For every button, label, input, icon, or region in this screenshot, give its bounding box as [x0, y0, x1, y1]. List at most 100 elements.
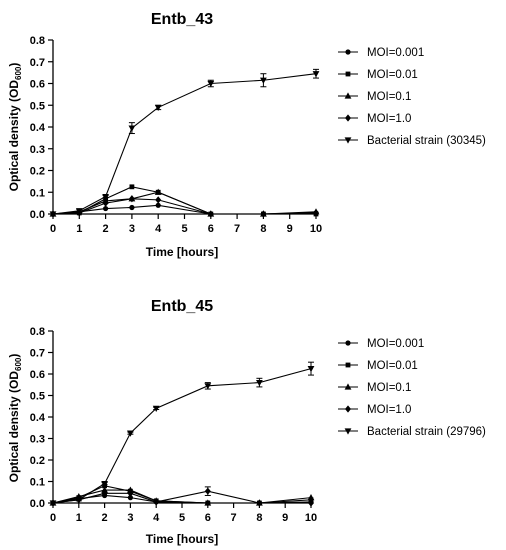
- legend-marker: [344, 428, 352, 435]
- x-tick-label: 5: [181, 223, 187, 235]
- x-tick-label: 3: [129, 223, 135, 235]
- legend-entry: MOI=1.0: [338, 404, 411, 416]
- legend-entry: MOI=0.1: [338, 382, 411, 394]
- data-point: [154, 188, 162, 195]
- legend-label: MOI=0.1: [367, 91, 411, 103]
- data-point: [49, 500, 57, 507]
- x-tick-label: 4: [155, 223, 162, 235]
- data-point: [155, 196, 162, 204]
- legend-entry: MOI=0.001: [338, 47, 424, 59]
- legend-label: MOI=1.0: [367, 113, 411, 125]
- x-tick-label: 6: [208, 223, 214, 235]
- data-point: [101, 489, 108, 497]
- y-tick-label: 0.6: [30, 369, 45, 381]
- legend-label: MOI=0.01: [367, 360, 418, 372]
- legend-entry: Bacterial strain (29796): [338, 426, 486, 438]
- legend: MOI=0.001 MOI=0.01 MOI=0.1 MOI=1.0 Bacterial…: [338, 338, 486, 438]
- data-point: [260, 210, 267, 218]
- legend-label: MOI=0.1: [367, 382, 411, 394]
- x-tick-label: 1: [76, 512, 82, 524]
- data-point: [101, 481, 108, 488]
- y-tick-label: 0.1: [30, 477, 45, 489]
- y-axis-label: Optical density (OD600): [7, 63, 23, 192]
- y-tick-label: 0.0: [30, 209, 45, 221]
- y-tick-label: 0.8: [30, 35, 45, 47]
- legend-marker: [345, 340, 351, 346]
- y-tick-label: 0.1: [30, 187, 45, 199]
- x-tick-label: 8: [256, 512, 262, 524]
- x-tick-label: 5: [179, 512, 185, 524]
- data-point: [127, 489, 134, 497]
- data-point: [127, 486, 134, 493]
- data-point: [153, 498, 160, 506]
- x-tick-label: 10: [310, 223, 322, 235]
- y-tick-label: 0.7: [30, 57, 45, 69]
- series-line: [52, 73, 317, 215]
- data-point: [101, 486, 108, 493]
- legend-label: MOI=0.01: [367, 69, 418, 81]
- legend-entry: Bacterial strain (30345): [338, 135, 486, 147]
- y-tick-label: 0.0: [30, 498, 45, 510]
- data-point: [308, 499, 314, 507]
- data-point: [256, 499, 263, 507]
- data-point: [102, 199, 109, 207]
- series-line: [52, 490, 311, 504]
- data-point: [127, 495, 133, 501]
- data-point: [207, 210, 214, 218]
- series-line: [52, 368, 312, 504]
- series: [49, 68, 320, 218]
- legend-marker: [345, 362, 351, 368]
- legend-marker: [345, 49, 351, 55]
- series-line: [52, 485, 312, 504]
- data-point: [307, 366, 315, 373]
- chart-title: Entb_43: [151, 11, 213, 28]
- x-tick-label: 9: [282, 512, 288, 524]
- data-point: [204, 383, 212, 390]
- data-point: [154, 104, 162, 112]
- data-point: [313, 209, 319, 217]
- x-tick-label: 8: [260, 223, 266, 235]
- x-tick-label: 0: [50, 223, 56, 235]
- y-tick-label: 0.4: [30, 122, 46, 134]
- data-point: [155, 202, 161, 208]
- data-point: [129, 204, 135, 211]
- legend-marker: [345, 114, 351, 122]
- x-tick-label: 2: [102, 512, 108, 524]
- series: [50, 184, 319, 217]
- x-tick-label: 9: [287, 223, 293, 235]
- y-tick-label: 0.2: [30, 455, 45, 467]
- data-point: [312, 71, 320, 78]
- y-tick-label: 0.5: [30, 391, 45, 403]
- legend-entry: MOI=0.1: [338, 91, 411, 103]
- legend-entry: MOI=1.0: [338, 113, 411, 125]
- data-point: [128, 195, 135, 203]
- series-line: [52, 489, 312, 504]
- legend-entry: MOI=0.01: [338, 69, 418, 81]
- x-tick-label: 0: [50, 512, 56, 524]
- legend-label: MOI=0.001: [367, 338, 424, 350]
- legend-entry: MOI=0.001: [338, 338, 424, 350]
- chart-entb-45: Entb_45 Time [hours] Optical density (OD…: [7, 298, 486, 546]
- data-point: [127, 430, 134, 437]
- x-axis-label: Time [hours]: [146, 532, 218, 546]
- data-point: [204, 499, 212, 506]
- legend: MOI=0.001 MOI=0.01 MOI=0.1 MOI=1.0 Bacterial…: [338, 47, 486, 147]
- x-tick-label: 10: [305, 512, 317, 524]
- data-point: [102, 194, 109, 201]
- data-point: [260, 77, 267, 84]
- legend-marker: [345, 71, 351, 77]
- series: [49, 361, 315, 507]
- y-tick-label: 0.7: [30, 348, 45, 360]
- legend-label: Bacterial strain (30345): [367, 135, 486, 147]
- x-tick-label: 6: [205, 512, 211, 524]
- y-tick-label: 0.3: [30, 144, 45, 156]
- y-tick-label: 0.6: [30, 79, 45, 91]
- legend-marker: [344, 92, 352, 99]
- legend-marker: [344, 137, 352, 144]
- data-point: [129, 184, 135, 190]
- legend-label: Bacterial strain (29796): [367, 426, 486, 438]
- data-point: [204, 487, 211, 495]
- y-axis-label: Optical density (OD600): [7, 354, 23, 483]
- x-tick-label: 4: [153, 512, 160, 524]
